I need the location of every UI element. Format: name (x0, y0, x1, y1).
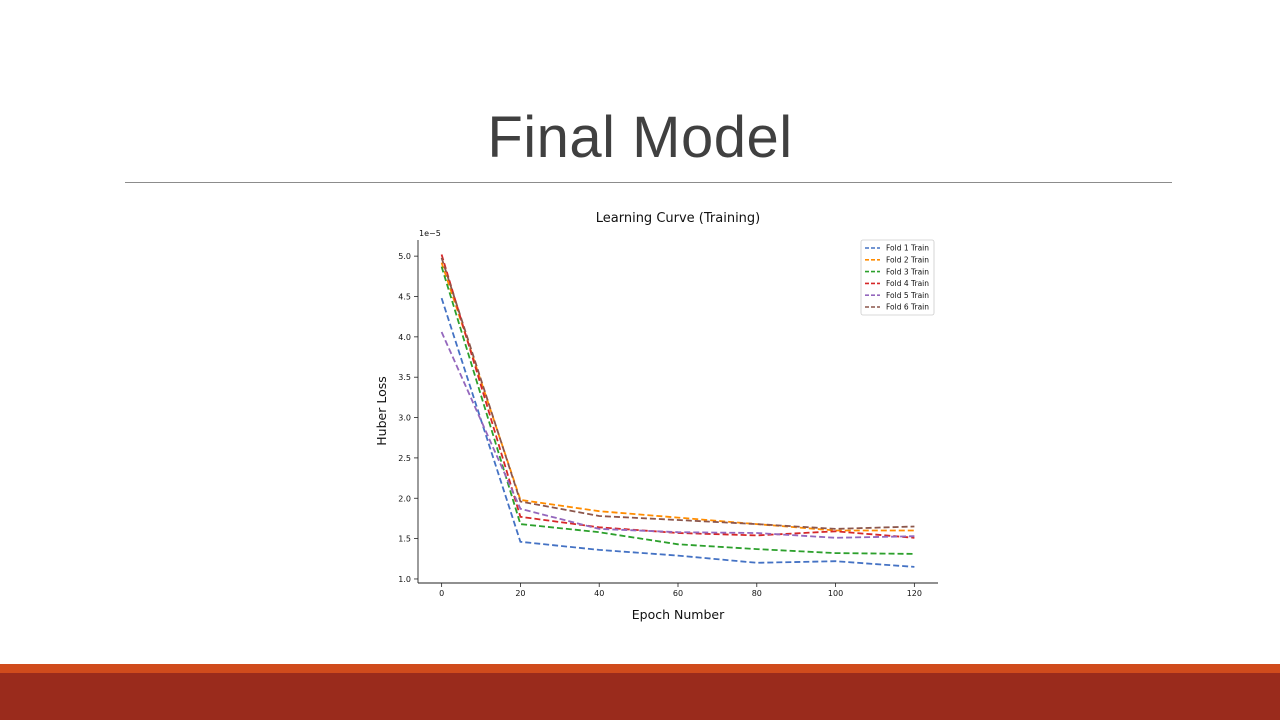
series-line (440, 266, 915, 555)
legend-label: Fold 2 Train (886, 256, 929, 265)
x-tick-label: 80 (752, 589, 762, 598)
x-axis-ticks: 0 20 40 60 80 100 120 (439, 583, 922, 598)
y-tick-label: 2.5 (398, 454, 411, 463)
legend-label: Fold 1 Train (886, 244, 929, 253)
y-axis-ticks: 1.0 1.5 2.0 2.5 3.0 3.5 4.0 4.5 5.0 (398, 252, 418, 584)
y-tick-label: 3.0 (398, 414, 411, 423)
series-line (440, 257, 915, 530)
x-tick-label: 100 (828, 589, 843, 598)
y-tick-label: 5.0 (398, 252, 411, 261)
series-line (440, 331, 915, 539)
footer-bar (0, 673, 1280, 720)
legend-label: Fold 4 Train (886, 279, 929, 288)
legend-box (860, 239, 935, 316)
y-tick-label: 1.5 (398, 535, 411, 544)
legend-label: Fold 6 Train (886, 303, 929, 312)
y-axis-offset-label: 1e−5 (419, 229, 441, 238)
x-tick-label: 0 (439, 589, 444, 598)
y-tick-label: 3.5 (398, 373, 411, 382)
series-line (440, 297, 915, 568)
x-tick-label: 120 (907, 589, 922, 598)
title-divider (125, 182, 1172, 183)
legend-label: Fold 3 Train (886, 267, 929, 276)
chart-series (440, 254, 915, 568)
x-tick-label: 60 (673, 589, 683, 598)
slide-title: Final Model (487, 105, 793, 170)
y-tick-label: 4.5 (398, 292, 411, 301)
legend-label: Fold 5 Train (886, 291, 929, 300)
x-tick-label: 20 (515, 589, 525, 598)
y-axis-label: Huber Loss (374, 376, 389, 445)
x-tick-label: 40 (594, 589, 604, 598)
footer-accent-stripe (0, 664, 1280, 673)
series-line (440, 262, 915, 532)
chart-title: Learning Curve (Training) (596, 211, 761, 226)
chart-legend: Fold 1 Train Fold 2 Train Fold 3 Train Fold… (860, 239, 935, 316)
y-tick-label: 2.0 (398, 494, 411, 503)
x-axis-label: Epoch Number (632, 607, 725, 622)
y-tick-label: 1.0 (398, 575, 411, 584)
learning-curve-chart: Learning Curve (Training) 1e−5 Huber Los… (374, 211, 938, 622)
y-tick-label: 4.0 (398, 333, 411, 342)
